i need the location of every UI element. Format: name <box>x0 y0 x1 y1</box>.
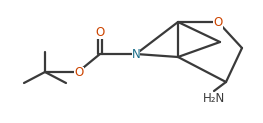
Text: O: O <box>74 67 84 79</box>
Text: N: N <box>132 47 140 61</box>
Text: O: O <box>95 25 105 38</box>
Text: O: O <box>213 15 222 29</box>
Text: H₂N: H₂N <box>203 92 225 106</box>
